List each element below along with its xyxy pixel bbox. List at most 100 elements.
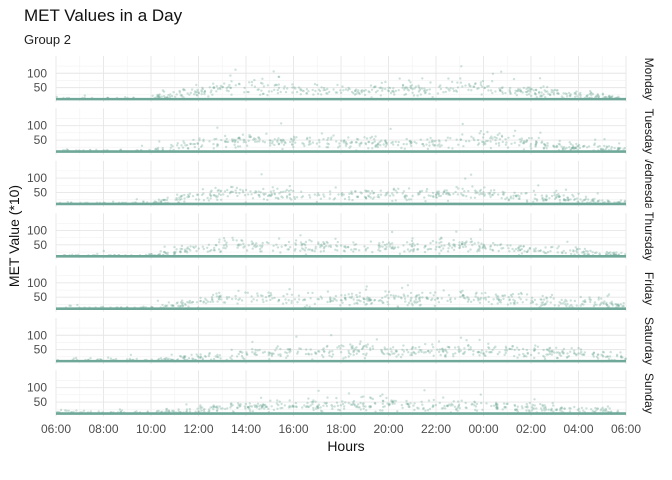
data-point xyxy=(574,93,578,96)
data-point xyxy=(560,298,563,302)
data-point xyxy=(332,134,335,137)
data-point xyxy=(608,94,611,98)
data-point xyxy=(521,91,524,94)
data-point xyxy=(434,139,437,143)
data-point xyxy=(216,143,219,146)
data-point xyxy=(365,137,369,140)
data-point xyxy=(454,89,458,92)
data-point xyxy=(601,93,605,96)
data-point xyxy=(242,242,245,245)
data-point xyxy=(347,195,351,199)
data-point xyxy=(394,294,398,298)
data-point xyxy=(522,245,525,248)
data-point xyxy=(196,142,200,145)
data-point xyxy=(611,95,614,98)
data-point xyxy=(453,245,457,248)
data-point xyxy=(364,288,368,291)
data-point xyxy=(461,289,464,292)
data-point xyxy=(249,410,252,413)
data-point xyxy=(461,294,464,297)
data-point xyxy=(282,294,285,298)
data-point xyxy=(366,296,369,299)
data-point xyxy=(262,85,266,88)
data-point xyxy=(596,94,599,97)
data-point xyxy=(335,396,338,400)
data-point xyxy=(232,138,235,141)
data-point xyxy=(422,351,426,354)
data-point xyxy=(230,404,233,407)
data-point xyxy=(573,352,576,355)
data-point xyxy=(502,294,505,298)
data-point xyxy=(424,245,427,248)
data-point xyxy=(250,84,254,87)
data-point xyxy=(369,405,372,408)
data-point xyxy=(219,84,223,88)
data-point xyxy=(365,302,368,306)
data-point xyxy=(622,304,625,308)
data-point xyxy=(301,243,304,246)
data-point xyxy=(523,140,526,143)
data-point xyxy=(373,140,376,143)
data-point xyxy=(467,189,470,193)
data-point xyxy=(201,245,204,248)
data-point xyxy=(447,294,451,297)
data-point xyxy=(541,405,545,408)
data-point xyxy=(157,198,161,201)
data-point xyxy=(273,296,276,300)
data-point xyxy=(542,407,546,410)
data-point xyxy=(301,89,304,92)
data-point xyxy=(215,85,218,88)
data-point xyxy=(274,196,277,200)
data-point xyxy=(268,139,271,142)
data-point xyxy=(583,299,587,302)
data-point xyxy=(539,402,542,406)
facet-saturday-points xyxy=(56,334,627,362)
data-point xyxy=(216,355,219,359)
data-point xyxy=(384,87,387,91)
data-point xyxy=(273,84,276,87)
data-point xyxy=(523,141,526,144)
data-point xyxy=(370,88,374,92)
data-point xyxy=(269,351,272,355)
data-point xyxy=(190,301,194,304)
data-point xyxy=(447,193,450,196)
data-point xyxy=(507,295,510,299)
data-point xyxy=(269,298,272,302)
data-point xyxy=(381,409,384,412)
data-point xyxy=(500,197,503,200)
data-point xyxy=(124,96,127,99)
data-point xyxy=(272,189,275,192)
data-point xyxy=(191,358,195,361)
data-point xyxy=(187,305,190,308)
data-point xyxy=(406,86,409,89)
data-point xyxy=(497,298,500,301)
data-point xyxy=(293,137,296,140)
data-point xyxy=(431,343,434,346)
data-point xyxy=(306,401,309,405)
data-point xyxy=(579,93,582,97)
data-point xyxy=(296,350,300,353)
data-point xyxy=(317,389,320,392)
data-point xyxy=(550,293,554,297)
data-point xyxy=(223,134,227,138)
data-point xyxy=(495,405,498,409)
data-point xyxy=(611,302,614,306)
data-point xyxy=(174,198,177,201)
data-point xyxy=(254,243,257,247)
data-point xyxy=(368,406,371,409)
data-point xyxy=(285,351,288,355)
data-point xyxy=(508,347,511,351)
data-point xyxy=(261,351,265,354)
data-point xyxy=(591,199,595,202)
data-point xyxy=(520,139,523,142)
data-point xyxy=(491,91,494,95)
data-point xyxy=(512,194,515,197)
data-point xyxy=(481,408,484,411)
data-point xyxy=(553,197,557,201)
data-point xyxy=(384,194,387,197)
data-point xyxy=(555,408,558,412)
data-point xyxy=(259,404,262,407)
data-point xyxy=(516,405,519,408)
data-point xyxy=(200,92,203,96)
data-point xyxy=(265,241,269,244)
